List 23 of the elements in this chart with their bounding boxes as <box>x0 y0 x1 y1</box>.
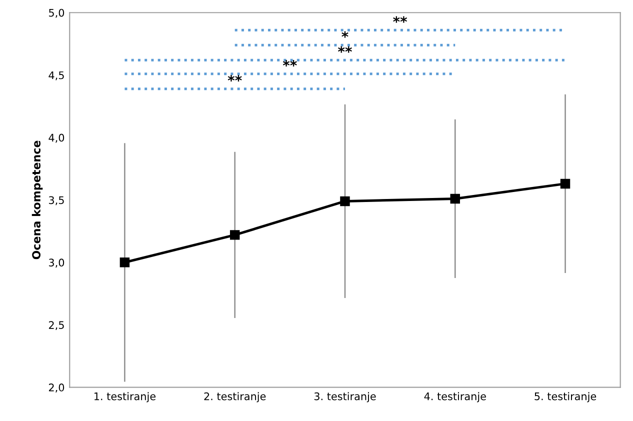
annotation: ** <box>228 74 242 82</box>
point <box>340 196 350 206</box>
point <box>230 230 240 240</box>
x-tick-label: 1. testiranje <box>94 392 156 402</box>
y-tick-label: 4,5 <box>48 71 64 80</box>
x-tick-label: 4. testiranje <box>424 392 486 402</box>
y-tick-label: 5,0 <box>49 8 64 18</box>
annotation: ** <box>282 60 297 66</box>
x-tick-label: 2. testiranje <box>204 392 266 402</box>
y-tick-label: 4,0 <box>48 134 64 143</box>
point <box>120 258 130 268</box>
point <box>450 194 460 204</box>
y-tick-label: 2,5 <box>48 321 64 330</box>
y-axis-title: Ocena kompetence <box>32 140 43 260</box>
annotation: * <box>342 31 348 38</box>
annotation: ** <box>338 46 352 53</box>
x-tick-label: 3. testiranje <box>314 392 376 402</box>
annotation: ** <box>393 16 408 23</box>
y-tick-label: 2,0 <box>48 384 64 392</box>
y-tick-label: 3,0 <box>48 258 64 268</box>
y-tick-label: 3,5 <box>48 196 64 206</box>
x-tick-label: 5. testiranje <box>534 392 596 402</box>
point <box>560 178 570 189</box>
